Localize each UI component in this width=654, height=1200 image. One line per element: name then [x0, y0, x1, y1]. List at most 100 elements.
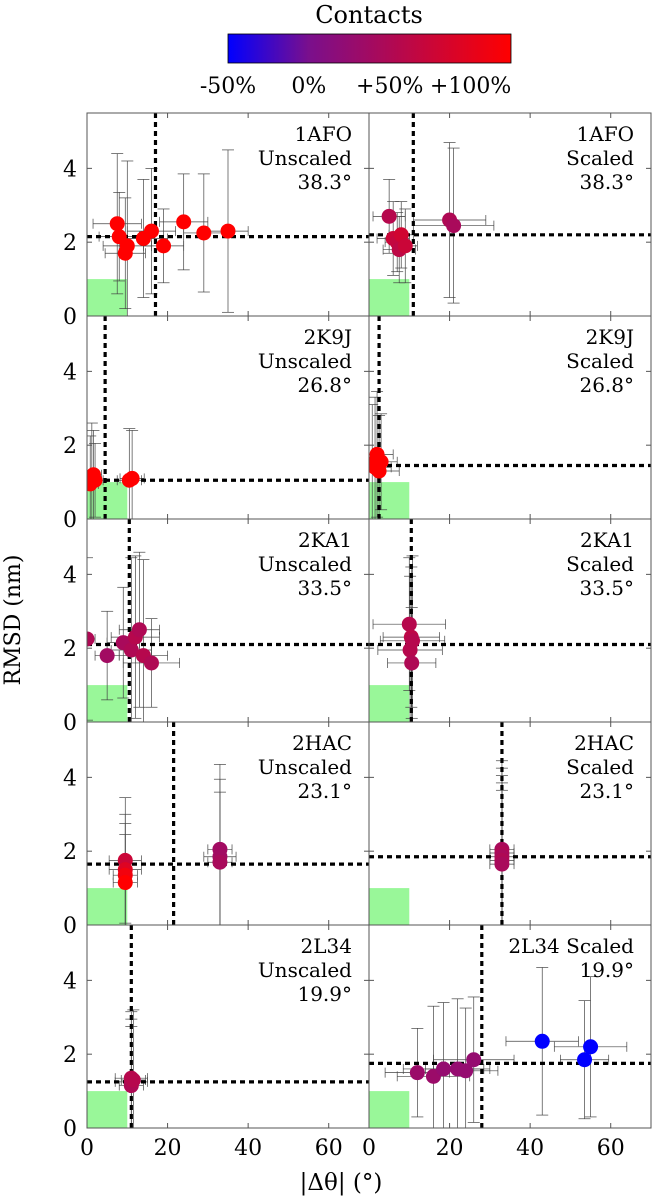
x-tick-label: 0 [362, 1136, 376, 1161]
x-tick-label: 20 [436, 1136, 464, 1161]
data-point [212, 854, 228, 870]
y-tick-label: 0 [63, 711, 77, 736]
data-point [401, 616, 417, 632]
panel-label: Scaled [566, 349, 634, 373]
target-region [369, 888, 410, 925]
data-point [156, 238, 172, 254]
panel-label: 2HAC [292, 731, 352, 755]
target-region [369, 279, 410, 316]
data-point [446, 218, 462, 234]
data-point [583, 1039, 599, 1055]
panel-label: 2KA1 [580, 528, 634, 552]
y-tick-label: 0 [63, 508, 77, 533]
panel-label: Unscaled [258, 552, 352, 576]
panel-label: 2K9J [586, 325, 634, 349]
target-region [87, 279, 128, 316]
target-region [369, 685, 410, 722]
data-point [123, 642, 139, 658]
panel-label: 38.3° [297, 170, 352, 194]
data-point [124, 470, 140, 486]
data-point [143, 223, 159, 239]
x-tick-label: 60 [597, 1136, 625, 1161]
y-tick-label: 2 [63, 231, 77, 256]
target-region [87, 888, 128, 925]
colorbar-ticks: -50% 0% +50% +100% [200, 74, 511, 99]
scaled-panel-2-plot-area [369, 316, 651, 519]
panel-label: Unscaled [258, 146, 352, 170]
unscaled-panel-5-plot-area [87, 925, 369, 1128]
data-point [409, 1065, 425, 1081]
y-tick-label: 0 [63, 1117, 77, 1142]
panel-label: 19.9° [297, 982, 352, 1006]
data-point [117, 875, 133, 891]
panel-label: 2HAC [574, 731, 634, 755]
data-point [119, 238, 135, 254]
x-tick-label: 40 [516, 1136, 544, 1161]
panel-label: 1AFO [295, 122, 352, 146]
panel-label: Unscaled [258, 958, 352, 982]
x-tick-label: 0 [80, 1136, 94, 1161]
data-point [373, 454, 389, 470]
panel-label: 33.5° [297, 576, 352, 600]
panel-label: 2KA1 [298, 528, 352, 552]
panel-frame [368, 924, 652, 1129]
y-axis-label: RMSD (nm) [1, 555, 26, 686]
data-point [466, 1052, 482, 1068]
data-point [131, 622, 147, 638]
y-tick-label: 2 [63, 434, 77, 459]
target-region [369, 1091, 410, 1128]
data-point [458, 1063, 474, 1079]
data-point [87, 631, 95, 647]
colorbar-tick-label: +50% [356, 74, 423, 99]
panel-label: 26.8° [579, 373, 634, 397]
data-point [220, 223, 236, 239]
data-point [99, 648, 115, 664]
scaled-panel-4-plot-area [369, 722, 651, 925]
panel-label: 23.1° [297, 779, 352, 803]
panel-label: 38.3° [579, 170, 634, 194]
data-point [397, 238, 413, 254]
y-tick-label: 0 [63, 914, 77, 939]
colorbar: Contacts -50% 0% +50% +100% [200, 1, 512, 99]
colorbar-title: Contacts [315, 1, 423, 29]
y-tick-label: 0 [63, 305, 77, 330]
colorbar-tick-label: -50% [200, 74, 256, 99]
panel-label: 2L34 [301, 934, 352, 958]
panel-label: Unscaled [258, 755, 352, 779]
x-tick-label: 40 [234, 1136, 262, 1161]
panel-label: 19.9° [579, 958, 634, 982]
unscaled-panel-2-plot-area [87, 316, 369, 519]
x-tick-label: 60 [315, 1136, 343, 1161]
data-point [494, 856, 510, 872]
target-region [369, 482, 410, 519]
colorbar-gradient [227, 33, 512, 64]
panel-label: 1AFO [577, 122, 634, 146]
y-tick-label: 4 [63, 157, 77, 182]
data-point [196, 225, 212, 241]
data-point [577, 1052, 593, 1068]
data-point [436, 1061, 452, 1077]
panel-label: 33.5° [579, 576, 634, 600]
x-tick-label: 20 [154, 1136, 182, 1161]
unscaled-panel-4-plot-area [87, 722, 369, 925]
scaled-panel-3-plot-area [369, 519, 651, 722]
y-tick-label: 4 [63, 360, 77, 385]
panel-grid: 0241AFOUnscaled38.3°1AFOScaled38.3°0242K… [63, 112, 652, 1161]
panel-label: 2L34 Scaled [508, 934, 634, 958]
data-point [87, 472, 103, 488]
target-region [87, 1091, 128, 1128]
panel-label: 26.8° [297, 373, 352, 397]
colorbar-tick-label: 0% [291, 74, 326, 99]
data-point [534, 1033, 550, 1049]
data-point [176, 214, 192, 230]
unscaled-panel-1-plot-area [87, 113, 369, 316]
